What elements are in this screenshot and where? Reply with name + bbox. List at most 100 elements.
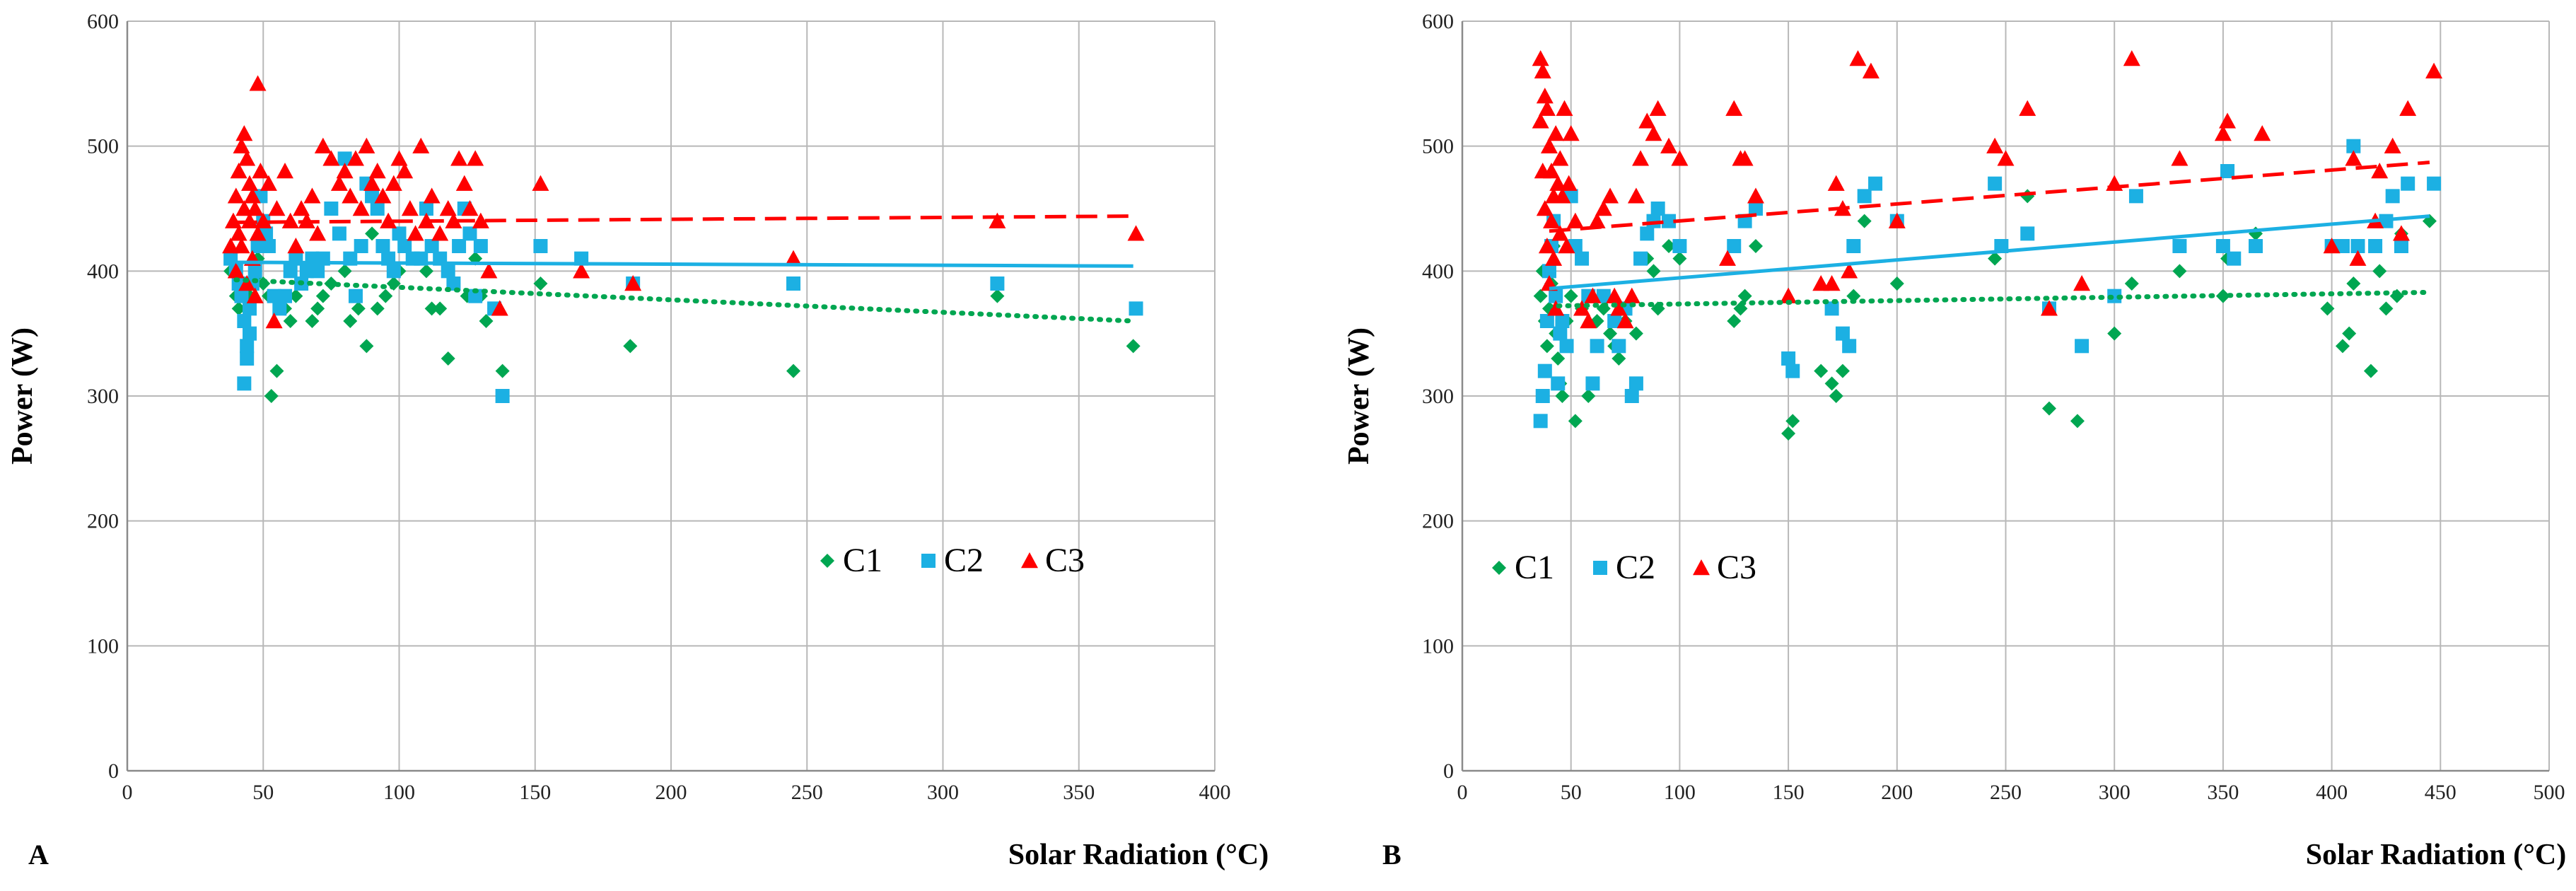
data-point-c2 [1628,376,1643,391]
y-tick-label: 0 [108,759,119,783]
data-point-c1 [1846,289,1861,303]
data-point-c2 [452,239,467,253]
trendline-c2 [1549,214,2430,291]
y-axis-title: Power (W) [1343,327,1375,465]
data-point-c1 [1781,426,1796,441]
data-point-c1 [1603,326,1618,341]
data-point-c3 [1627,187,1645,204]
data-point-c3 [1556,100,1573,116]
data-point-c1 [2335,339,2350,354]
data-point-c3 [1827,175,1845,191]
data-point-c3 [260,175,277,191]
data-point-c3 [1532,50,1549,66]
data-point-c1 [1835,363,1850,378]
data-point-c2 [1842,339,1857,354]
data-point-c3 [314,137,332,153]
data-point-c3 [368,163,386,179]
data-point-c1 [1581,389,1596,403]
data-point-c1 [1568,414,1583,429]
data-point-c3 [330,175,348,191]
data-point-c3 [1543,163,1561,179]
data-point-c1 [2363,363,2378,378]
data-point-c3 [238,150,256,166]
data-point-c3 [255,212,272,228]
data-point-c2 [365,189,380,204]
data-point-c3 [1562,125,1580,141]
data-point-c2 [386,264,401,279]
series-c2 [223,151,1143,403]
data-point-c3 [235,200,253,216]
trendline-c3 [235,214,1133,224]
data-point-c1 [1829,389,1843,403]
data-point-c3 [1812,275,1830,291]
data-point-c3 [230,163,247,179]
data-point-c2 [237,314,252,328]
data-point-c3 [1566,212,1584,228]
data-point-c2 [1555,314,1570,328]
data-point-c3 [1538,100,1556,116]
data-point-c3 [246,200,264,216]
data-point-c3 [1841,262,1858,279]
legend-marker-c1 [1492,561,1506,575]
x-tick-label: 250 [1990,781,2022,804]
data-point-c3 [1534,62,1551,78]
data-point-c3 [249,225,267,241]
data-point-c2 [337,151,352,166]
data-point-c3 [1580,313,1597,329]
legend-marker-c2 [1593,561,1607,575]
data-point-c3 [1725,100,1743,116]
data-point-c1 [1555,389,1570,403]
data-point-c3 [1558,238,1575,254]
data-point-c2 [2401,176,2415,191]
data-point-c3 [785,250,803,266]
data-point-c1 [1551,351,1566,366]
data-point-c1 [1785,414,1800,429]
data-point-c2 [1549,289,1563,303]
data-point-c2 [1824,301,1839,316]
data-point-c3 [241,175,259,191]
data-point-c3 [2019,100,2036,116]
data-point-c2 [495,389,510,403]
data-point-c3 [491,300,508,316]
data-point-c3 [322,150,340,166]
legend-marker-c3 [1693,559,1710,576]
x-tick-label: 50 [252,781,274,804]
data-point-c3 [1540,137,1558,153]
x-tick-label: 300 [2099,781,2131,804]
data-point-c3 [1671,150,1689,166]
data-point-c3 [412,137,430,153]
data-point-c3 [624,275,642,291]
data-point-c1 [343,314,358,328]
data-point-c1 [2379,301,2394,316]
data-point-c3 [2171,150,2189,166]
legend: C1 C2 C3 [820,542,1085,579]
data-point-c1 [1748,239,1763,253]
data-point-c2 [2227,251,2242,266]
data-point-c2 [473,239,488,253]
data-point-c2 [278,289,293,303]
data-point-c2 [370,202,385,216]
data-point-c3 [1632,150,1650,166]
legend-label-c2: C2 [1616,549,1655,586]
data-point-c1 [315,289,330,303]
data-point-c1 [424,301,439,316]
data-point-c2 [2249,239,2263,253]
y-tick-label: 400 [1422,260,1454,283]
data-point-c2 [1781,351,1796,366]
data-point-c3 [1588,212,1606,228]
data-point-c2 [2394,239,2408,253]
y-tick-label: 300 [1422,385,1454,408]
data-point-c3 [222,238,240,254]
data-point-c1 [1539,339,1554,354]
data-point-c3 [363,175,381,191]
trendline-c1 [1546,289,2432,309]
data-point-c3 [2040,300,2058,316]
data-point-c1 [1646,264,1661,279]
data-point-c3 [472,212,489,228]
data-point-c1 [2041,401,2056,416]
data-point-c2 [283,264,298,279]
data-point-c3 [439,200,457,216]
data-point-c2 [250,239,265,253]
data-point-c3 [1736,150,1754,166]
data-point-c1 [264,389,279,403]
